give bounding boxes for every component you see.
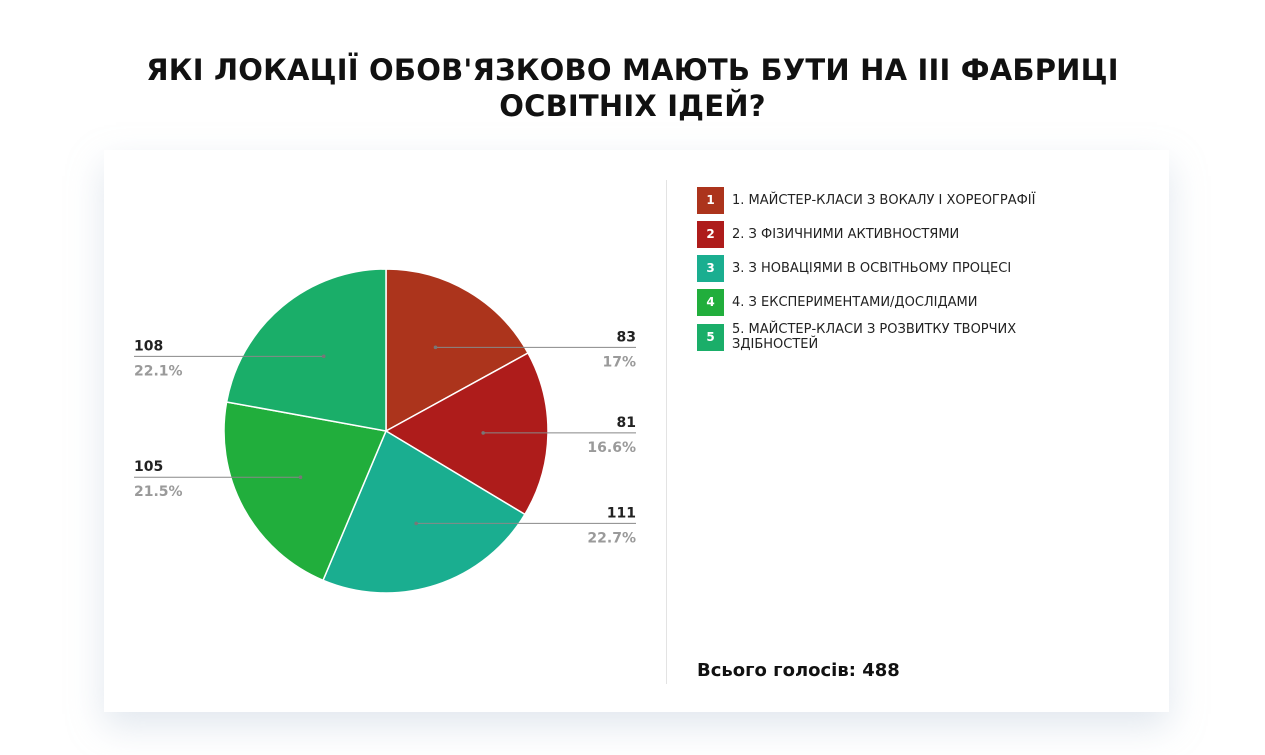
leader-dot-1	[433, 345, 438, 350]
legend-swatch-1: 1	[697, 186, 724, 214]
legend-swatch-2: 2	[697, 220, 724, 248]
leader-dot-5	[321, 354, 326, 359]
leader-dot-3	[414, 521, 418, 526]
legend-label-4: 4. З ЕКСПЕРИМЕНТАМИ/ДОСЛІДАМИ	[732, 294, 978, 310]
slice-value-label-3: 111	[607, 505, 636, 521]
slice-percent-label-5: 22.1%	[134, 363, 183, 379]
poll-title: ЯКІ ЛОКАЦІЇ ОБОВ'ЯЗКОВО МАЮТЬ БУТИ НА ІІ…	[146, 53, 1119, 123]
slice-percent-label-3: 22.7%	[587, 530, 636, 546]
pie-slice-4	[223, 401, 388, 582]
slice-percent-label-4: 21.5%	[134, 484, 183, 500]
pie-slice-3	[322, 429, 526, 594]
slice-percent-label-2: 16.6%	[587, 440, 636, 456]
chart-legend: 1 1. МАЙСТЕР-КЛАСИ З ВОКАЛУ І ХОРЕОГРАФІ…	[697, 186, 1137, 358]
pie-slice-2	[384, 352, 549, 516]
leader-dot-2	[481, 431, 485, 435]
legend-item-3: 3 3. З НОВАЦІЯМИ В ОСВІТНЬОМУ ПРОЦЕСІ	[697, 254, 1137, 282]
pie-slice-5	[225, 268, 387, 432]
legend-label-2: 2. З ФІЗИЧНИМИ АКТИВНОСТЯМИ	[732, 226, 960, 242]
legend-item-1: 1 1. МАЙСТЕР-КЛАСИ З ВОКАЛУ І ХОРЕОГРАФІ…	[697, 186, 1137, 214]
slice-value-label-2: 81	[617, 415, 636, 431]
legend-swatch-3: 3	[697, 254, 724, 282]
card-divider	[666, 180, 667, 684]
legend-item-4: 4 4. З ЕКСПЕРИМЕНТАМИ/ДОСЛІДАМИ	[697, 288, 1137, 316]
legend-label-3: 3. З НОВАЦІЯМИ В ОСВІТНЬОМУ ПРОЦЕСІ	[732, 260, 1012, 276]
legend-swatch-5: 5	[697, 323, 724, 351]
slice-value-label-4: 105	[134, 459, 163, 475]
legend-swatch-4: 4	[697, 288, 724, 316]
slice-value-label-1: 83	[617, 329, 636, 345]
legend-item-5: 5 5. МАЙСТЕР-КЛАСИ З РОЗВИТКУ ТВОРЧИХ ЗД…	[697, 322, 1137, 352]
pie-chart: 83 17% 81 16.6% 111 22.7% 105 21.5% 108 22.1%	[134, 268, 636, 594]
slice-value-label-5: 108	[134, 338, 163, 354]
leader-dot-4	[298, 475, 303, 480]
total-votes: Всього голосів: 488	[697, 660, 900, 681]
slice-percent-label-1: 17%	[602, 354, 636, 370]
pie-slice-1	[385, 268, 530, 433]
legend-label-1: 1. МАЙСТЕР-КЛАСИ З ВОКАЛУ І ХОРЕОГРАФІЇ	[732, 192, 1036, 208]
legend-item-2: 2 2. З ФІЗИЧНИМИ АКТИВНОСТЯМИ	[697, 220, 1137, 248]
results-card: 83 17% 81 16.6% 111 22.7% 105 21.5% 108 22.1% 1 1…	[104, 150, 1169, 712]
legend-label-5: 5. МАЙСТЕР-КЛАСИ З РОЗВИТКУ ТВОРЧИХ ЗДІБ…	[732, 322, 1017, 352]
